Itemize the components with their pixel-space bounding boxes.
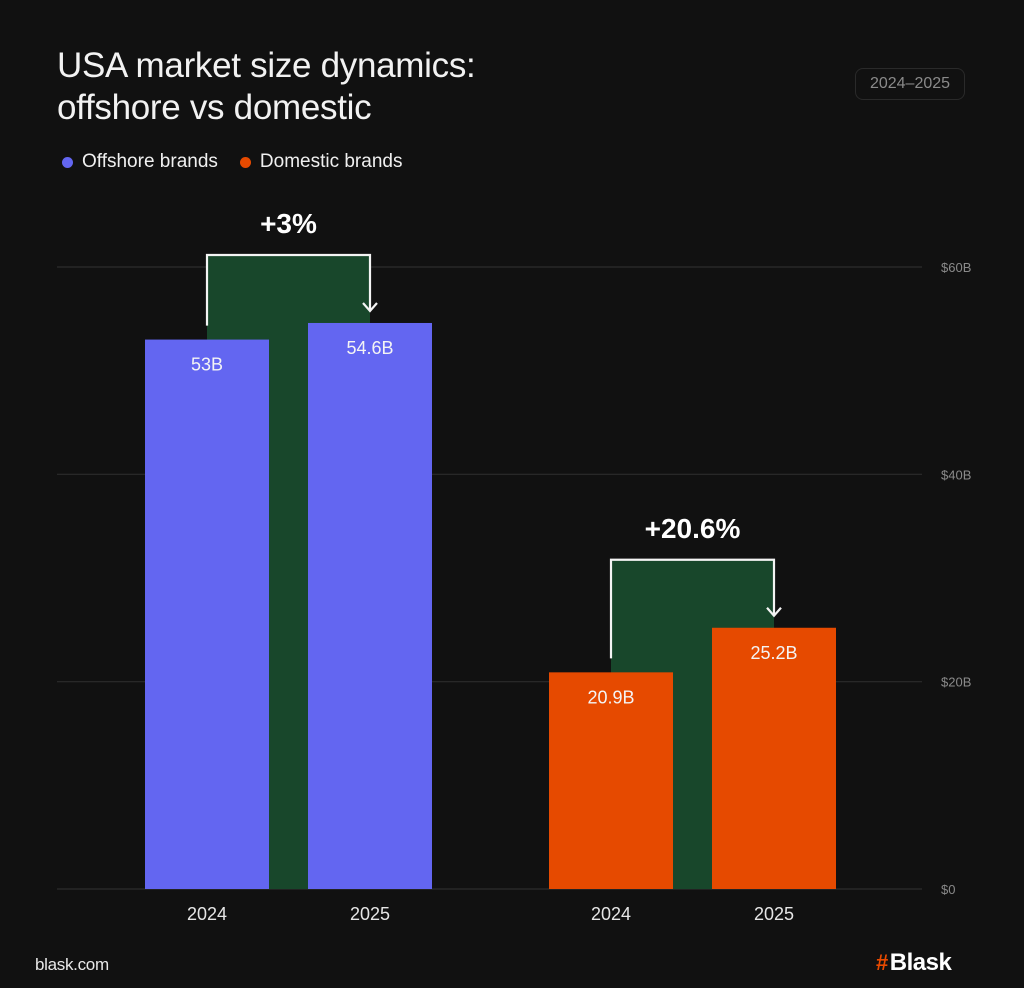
- chart-title-line-1: USA market size dynamics:: [57, 46, 476, 85]
- legend: Offshore brands Domestic brands: [62, 151, 402, 173]
- change-bracket: [609, 558, 776, 659]
- legend-label-offshore: Offshore brands: [82, 151, 218, 172]
- legend-label-domestic: Domestic brands: [259, 151, 403, 172]
- legend-dot-offshore: [62, 156, 73, 168]
- bar: [145, 339, 269, 890]
- legend-dot-domestic: [239, 156, 251, 168]
- x-tick-label: 2024: [591, 904, 631, 924]
- site-url: blask.com: [35, 955, 109, 974]
- bar-value-label: 54.6B: [346, 338, 393, 358]
- hash-icon: #: [876, 950, 888, 975]
- labels: $0 $20B $40B $60B 53B 2024 54.6B 2025 +3% 20.9B 20…: [187, 208, 971, 924]
- x-tick-label: 2024: [187, 904, 227, 924]
- bar: [712, 627, 836, 889]
- bars: [145, 322, 836, 890]
- bar: [549, 672, 673, 889]
- change-label: +20.6%: [645, 513, 741, 544]
- legend-item-domestic: Domestic brands: [239, 151, 403, 173]
- bar-value-label: 53B: [191, 355, 223, 375]
- blask-logo: # Blask: [876, 949, 952, 977]
- bar-value-label: 25.2B: [750, 643, 797, 663]
- change-bridges: [207, 254, 774, 890]
- change-label: +3%: [260, 208, 317, 239]
- y-tick-label: $0: [941, 882, 955, 897]
- change-bracket: [205, 253, 372, 326]
- chart-title-line-2: offshore vs domestic: [57, 88, 372, 127]
- y-tick-label: $20B: [941, 675, 971, 690]
- x-tick-label: 2025: [350, 904, 390, 924]
- bar-value-label: 20.9B: [587, 687, 634, 707]
- arrow-down-icon: [362, 302, 378, 313]
- arrow-down-icon: [766, 607, 782, 618]
- y-tick-label: $40B: [941, 467, 971, 482]
- logo-text: Blask: [889, 949, 952, 976]
- x-tick-label: 2025: [754, 904, 794, 924]
- period-badge: 2024–2025: [855, 68, 965, 100]
- y-tick-label: $60B: [941, 260, 971, 275]
- legend-item-offshore: Offshore brands: [62, 151, 218, 173]
- bar: [308, 322, 432, 890]
- chart-title: USA market size dynamics: offshore vs do…: [57, 45, 476, 129]
